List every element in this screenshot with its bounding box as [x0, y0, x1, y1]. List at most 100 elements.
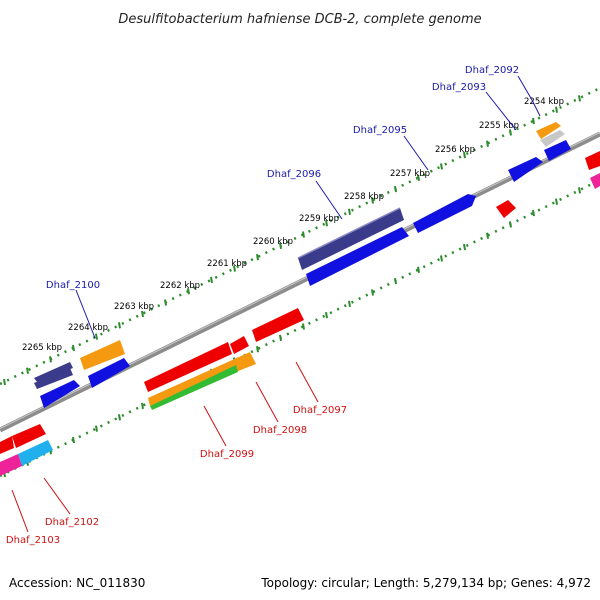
tick-mark [256, 254, 259, 261]
gene-block-blue-2095[interactable] [413, 194, 476, 233]
tick-mark [532, 209, 535, 217]
kbp-label: 2265 kbp [22, 343, 62, 353]
kbp-label: 2257 kbp [390, 169, 430, 179]
tick-mark [371, 197, 374, 204]
kbp-label: 2255 kbp [479, 121, 519, 131]
tick-mark [463, 243, 466, 251]
gene-block-green-2099[interactable] [150, 365, 238, 410]
gene-block-blue-2101[interactable] [40, 380, 80, 408]
tick-mark [394, 185, 397, 193]
tick-mark [463, 151, 466, 159]
tick-mark [164, 299, 167, 306]
tick-mark [210, 276, 213, 284]
leader-line-2098 [255, 381, 279, 423]
tick-mark [233, 265, 236, 272]
tick-mark [187, 288, 190, 295]
tick-mark [555, 198, 558, 205]
leader-line-2093 [485, 91, 517, 131]
gene-block-purple-2100[interactable] [34, 362, 73, 389]
leader-line-2102 [43, 477, 71, 515]
tick-mark [141, 402, 144, 410]
leader-line-2103 [11, 489, 29, 533]
gene-block-blue-2093[interactable] [508, 157, 543, 182]
gene-block-orange-2093[interactable] [536, 122, 561, 139]
gene-block-blue-2092[interactable] [544, 140, 571, 161]
leader-line-2100 [75, 289, 96, 339]
gene-label[interactable]: Dhaf_2102 [45, 517, 99, 528]
tick-mark [118, 414, 121, 421]
tick-mark [302, 323, 305, 330]
tick-mark [279, 334, 282, 342]
accession-text: Accession: NC_011830 [9, 576, 145, 590]
gene-block-pink-edge-top[interactable] [590, 173, 600, 189]
kbp-label: 2256 kbp [435, 145, 475, 155]
gene-block-blue-2100[interactable] [88, 358, 130, 388]
gene-block-orange-2098[interactable] [148, 352, 256, 406]
gene-block-cyan-2102[interactable] [18, 440, 53, 466]
gene-block-grey-2093[interactable] [540, 130, 565, 147]
tick-mark [417, 174, 420, 181]
leader-line-2095 [403, 135, 429, 171]
kbp-label: 2264 kbp [68, 323, 108, 333]
tick-mark [417, 266, 420, 273]
gene-block-red-2102[interactable] [12, 424, 46, 448]
major-tick-marks [3, 95, 581, 478]
kbp-label: 2263 kbp [114, 302, 154, 312]
kbp-label: 2259 kbp [299, 214, 339, 224]
tick-mark [141, 310, 144, 318]
tick-mark [26, 367, 29, 374]
tick-mark [72, 436, 75, 444]
gene-label[interactable]: Dhaf_2095 [353, 125, 407, 136]
leader-line-2096 [315, 180, 343, 220]
tick-mark [486, 140, 489, 147]
gene-block-red-small-right[interactable] [496, 200, 516, 218]
gene-block-purple-2096[interactable] [297, 207, 404, 270]
kbp-label: 2254 kbp [524, 97, 564, 107]
kbp-label: 2260 kbp [253, 237, 293, 247]
gene-block-blue-2096[interactable] [306, 227, 409, 286]
tick-mark [118, 322, 121, 329]
tick-mark [486, 232, 489, 239]
kbp-label: 2262 kbp [160, 281, 200, 291]
gene-block-red-small-mid[interactable] [230, 336, 249, 354]
tick-mark [509, 129, 512, 136]
gene-label[interactable]: Dhaf_2098 [253, 425, 307, 436]
kbp-label: 2261 kbp [207, 259, 247, 269]
leader-line-2097 [295, 361, 319, 403]
tick-mark [440, 163, 443, 170]
tick-mark [555, 106, 558, 113]
gene-block-red-2099[interactable] [144, 342, 232, 392]
tick-mark [440, 255, 443, 262]
gene-label[interactable]: Dhaf_2099 [200, 449, 254, 460]
tick-mark [578, 95, 581, 102]
gene-label[interactable]: Dhaf_2096 [267, 169, 321, 180]
gene-label[interactable]: Dhaf_2092 [465, 65, 519, 76]
tick-mark [49, 356, 52, 363]
tick-mark [325, 312, 328, 319]
tick-mark [325, 220, 328, 227]
tick-mark [279, 242, 282, 250]
gene-label[interactable]: Dhaf_2100 [46, 280, 100, 291]
tick-mark [509, 221, 512, 228]
leader-line-2092 [517, 75, 541, 117]
gene-label[interactable]: Dhaf_2093 [432, 82, 486, 93]
tick-mark [371, 289, 374, 296]
topology-text: Topology: circular; Length: 5,279,134 bp… [260, 576, 591, 590]
leader-line-2099 [203, 405, 227, 447]
tick-mark [578, 187, 581, 194]
tick-mark [394, 277, 397, 285]
gene-label[interactable]: Dhaf_2097 [293, 405, 347, 416]
gene-block-pink-2103[interactable] [0, 454, 22, 476]
gene-label[interactable]: Dhaf_2103 [6, 535, 60, 546]
gene-block-orange-2100[interactable] [80, 340, 125, 370]
tick-mark [348, 208, 351, 215]
tick-mark [302, 231, 305, 238]
kbp-label: 2258 kbp [344, 192, 384, 202]
tick-mark [256, 346, 259, 353]
tick-mark [72, 344, 75, 352]
gene-block-red-edge-top[interactable] [585, 151, 600, 170]
tick-mark [348, 300, 351, 307]
map-title: Desulfitobacterium hafniense DCB-2, comp… [118, 12, 481, 27]
gene-block-red-2097[interactable] [252, 308, 304, 342]
gene-block-red-edge-left[interactable] [0, 436, 14, 454]
